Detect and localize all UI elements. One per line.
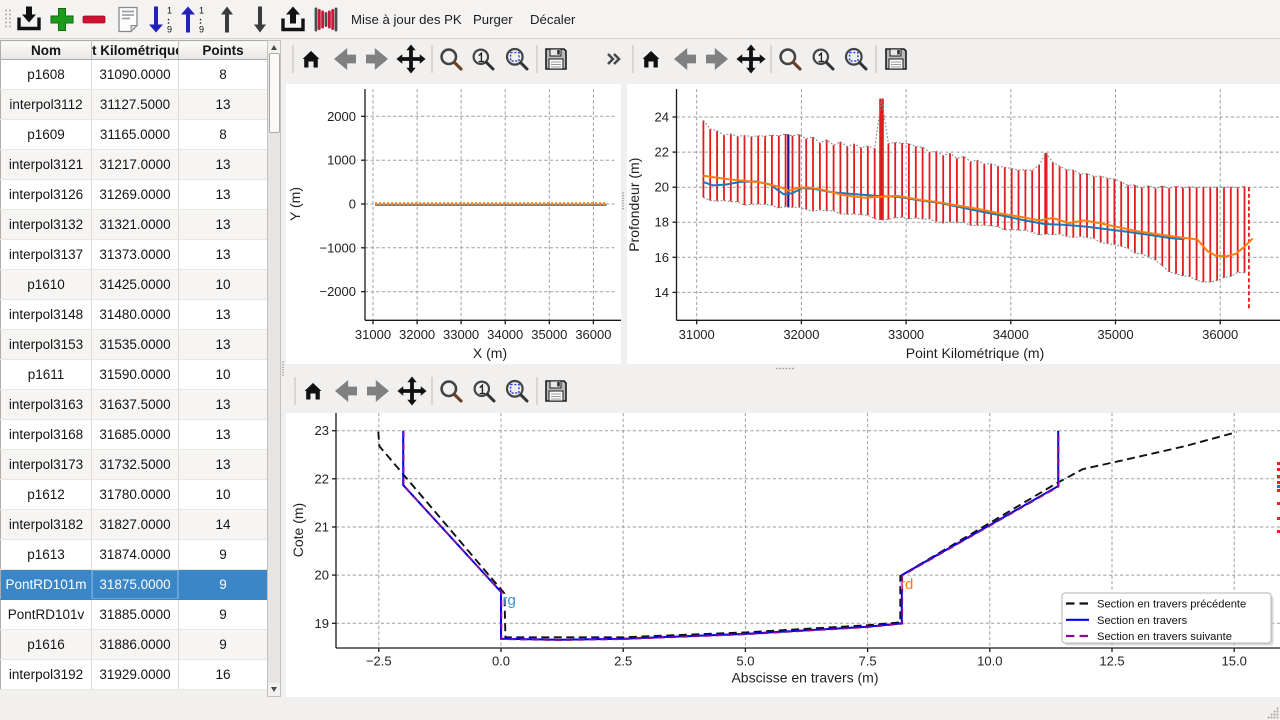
svg-text:X (m): X (m)	[473, 345, 507, 361]
svg-text:−2000: −2000	[319, 284, 356, 299]
svg-text:10.0: 10.0	[977, 654, 1002, 669]
svg-text:rg: rg	[503, 592, 516, 609]
svg-text:21: 21	[315, 520, 329, 535]
svg-text:12.5: 12.5	[1099, 654, 1124, 669]
svg-text:Y (m): Y (m)	[287, 187, 303, 221]
svg-text:36000: 36000	[1202, 327, 1238, 342]
svg-text:Section en travers suivante: Section en travers suivante	[1097, 631, 1232, 643]
svg-text:Section en travers précédente: Section en travers précédente	[1097, 599, 1246, 611]
svg-text:22: 22	[315, 471, 329, 486]
svg-text:20: 20	[315, 568, 329, 583]
svg-text:2.5: 2.5	[614, 654, 632, 669]
svg-text:18: 18	[655, 215, 669, 230]
svg-text:2000: 2000	[327, 109, 356, 124]
svg-text:34000: 34000	[487, 327, 523, 342]
svg-text:32000: 32000	[399, 327, 435, 342]
svg-text:22: 22	[655, 145, 669, 160]
svg-text:1: 1	[167, 6, 172, 16]
svg-text:35000: 35000	[531, 327, 567, 342]
svg-text:32000: 32000	[783, 327, 819, 342]
svg-text:31000: 31000	[355, 327, 391, 342]
svg-text:20: 20	[655, 180, 669, 195]
svg-text:1: 1	[199, 6, 204, 16]
svg-text:−2.5: −2.5	[366, 654, 392, 669]
svg-text:33000: 33000	[888, 327, 924, 342]
svg-text:35000: 35000	[1097, 327, 1133, 342]
svg-text:−1000: −1000	[319, 240, 356, 255]
svg-text:16: 16	[655, 250, 669, 265]
svg-text:0: 0	[349, 197, 356, 212]
svg-text:Cote (m): Cote (m)	[290, 503, 306, 557]
svg-text:34000: 34000	[993, 327, 1029, 342]
svg-text:Section en travers: Section en travers	[1097, 615, 1188, 627]
svg-text:36000: 36000	[575, 327, 611, 342]
svg-text:19: 19	[315, 616, 329, 631]
svg-text:23: 23	[315, 423, 329, 438]
svg-text:0.0: 0.0	[492, 654, 510, 669]
svg-text:9: 9	[199, 25, 204, 35]
svg-text:33000: 33000	[443, 327, 479, 342]
svg-text:24: 24	[655, 110, 669, 125]
svg-text:Abscisse en travers (m): Abscisse en travers (m)	[731, 670, 878, 686]
svg-text:1000: 1000	[327, 153, 356, 168]
svg-text:Profondeur (m): Profondeur (m)	[626, 158, 642, 252]
svg-text:9: 9	[167, 25, 172, 35]
svg-text:14: 14	[655, 285, 669, 300]
svg-text:5.0: 5.0	[736, 654, 754, 669]
svg-text:15.0: 15.0	[1222, 654, 1247, 669]
svg-text:7.5: 7.5	[859, 654, 877, 669]
svg-text:rd: rd	[900, 576, 913, 593]
svg-text:Point Kilométrique (m): Point Kilométrique (m)	[906, 345, 1045, 361]
svg-text:31000: 31000	[679, 327, 715, 342]
